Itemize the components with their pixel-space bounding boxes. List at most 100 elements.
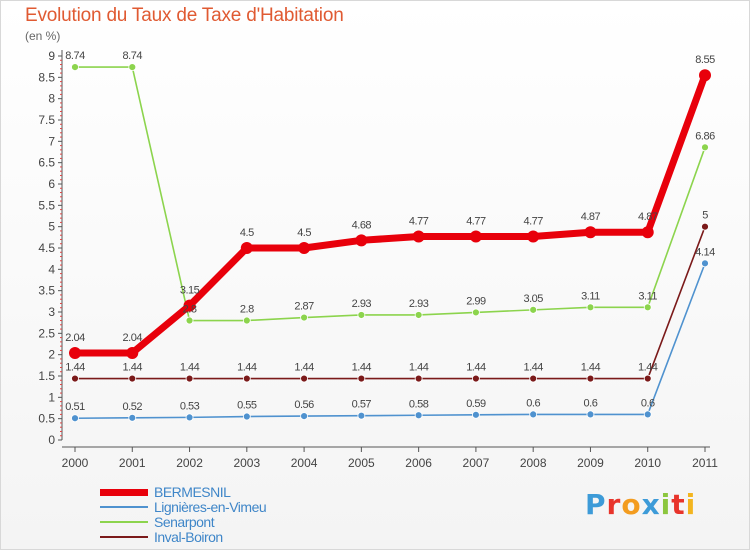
data-point [414,411,423,420]
logo-letter: r [606,488,622,521]
data-label: 2.04 [123,332,143,344]
data-label: 8.55 [695,54,715,66]
series-line-senarpont [75,66,706,322]
chart-title: Evolution du Taux de Taxe d'Habitation [25,5,344,26]
data-point [643,303,652,312]
chart-subtitle: (en %) [25,29,61,43]
data-point [641,226,654,239]
data-label: 0.6 [526,397,540,409]
data-point [240,242,253,254]
data-point [71,63,79,71]
legend-label: Senarpont [154,514,215,530]
data-label: 8.74 [123,50,143,62]
x-tick-label: 2003 [233,456,260,470]
data-label: 3.05 [523,293,543,305]
data-point [185,316,194,325]
y-tick-label: 4 [48,262,55,276]
data-point [355,234,368,247]
legend-label: Inval-Boiron [154,529,223,545]
data-point [357,311,366,319]
data-label: 2.8 [183,304,197,316]
legend-item: Lignières-en-Vimeu [100,499,267,515]
point-labels: 8.74 8.74 2.8 2.8 2.87 2.93 2.93 2.99 3.05 3.11 3.… [65,50,715,413]
y-tick-label: 8.5 [38,70,55,84]
data-label: 1.44 [638,362,658,374]
x-tick-label: 2005 [348,456,375,470]
data-point [586,303,595,312]
data-label: 4.14 [695,246,715,258]
data-label: 2.99 [466,295,486,307]
data-label: 1.44 [180,362,200,374]
y-tick-label: 0.5 [38,412,55,426]
x-tick-label: 2007 [463,456,490,470]
data-label: 0.51 [65,401,85,413]
data-point [126,346,139,359]
legend-swatch [100,488,148,496]
data-label: 3.11 [581,290,600,302]
data-label: 1.44 [581,362,601,374]
series-line-ligni-res-en-vimeu [74,263,706,420]
x-tick-label: 2009 [577,456,604,470]
logo-letter: t [671,488,686,521]
data-label: 5 [702,210,708,222]
data-label: 4.5 [240,227,254,239]
logo-letter: x [641,488,661,521]
y-tick-label: 3.5 [38,284,55,298]
x-tick-label: 2001 [119,456,146,470]
y-tick-label: 7.5 [38,113,55,127]
legend-item: Senarpont [100,514,215,530]
data-point [586,374,595,383]
legend-label: Lignières-en-Vimeu [154,499,267,515]
data-label: 4.68 [352,219,372,231]
data-label: 0.6 [641,397,655,409]
data-label: 0.56 [294,399,314,411]
data-label: 3.15 [180,285,200,297]
data-point [469,230,482,243]
series-line-bermesnil [75,74,709,357]
y-tick-label: 4.5 [38,241,55,255]
data-point [128,374,137,383]
data-label: 1.44 [123,362,143,374]
data-label: 4.77 [409,215,429,227]
data-point [128,413,137,422]
data-label: 4.77 [466,215,486,227]
data-point [300,412,308,421]
y-tick-label: 5 [48,220,55,234]
legend-swatch [100,506,148,508]
data-label: 0.59 [466,398,486,410]
series-lines [69,63,711,423]
logo-letter: i [660,488,672,521]
y-tick-label: 5.5 [38,198,55,212]
y-tick-label: 2 [48,348,55,362]
data-point [701,143,709,152]
x-tick-label: 2000 [62,456,89,470]
y-tick-label: 6 [48,177,55,191]
data-point [701,222,709,231]
legend-label: BERMESNIL [154,484,231,500]
data-point [472,374,480,383]
data-point [699,69,711,82]
data-point [242,316,251,325]
data-point [357,411,366,420]
y-tick-label: 2.5 [38,326,55,340]
logo-letter: P [585,488,607,521]
logo-letter: o [621,488,642,521]
x-tick-label: 2010 [634,456,661,470]
data-label: 1.44 [523,362,543,374]
data-point [529,410,538,419]
data-point [643,410,652,419]
data-label: 4.5 [297,227,311,239]
data-point [185,374,194,383]
data-point [242,374,251,383]
data-label: 2.8 [240,304,254,316]
data-point [298,242,311,254]
data-point [357,374,366,383]
proxiti-logo: Proxiti [585,488,696,521]
data-point [69,346,81,359]
data-point [128,63,137,71]
data-point [414,311,423,319]
data-label: 1.44 [294,362,314,374]
data-point [472,410,480,419]
data-label: 4.77 [523,215,543,227]
